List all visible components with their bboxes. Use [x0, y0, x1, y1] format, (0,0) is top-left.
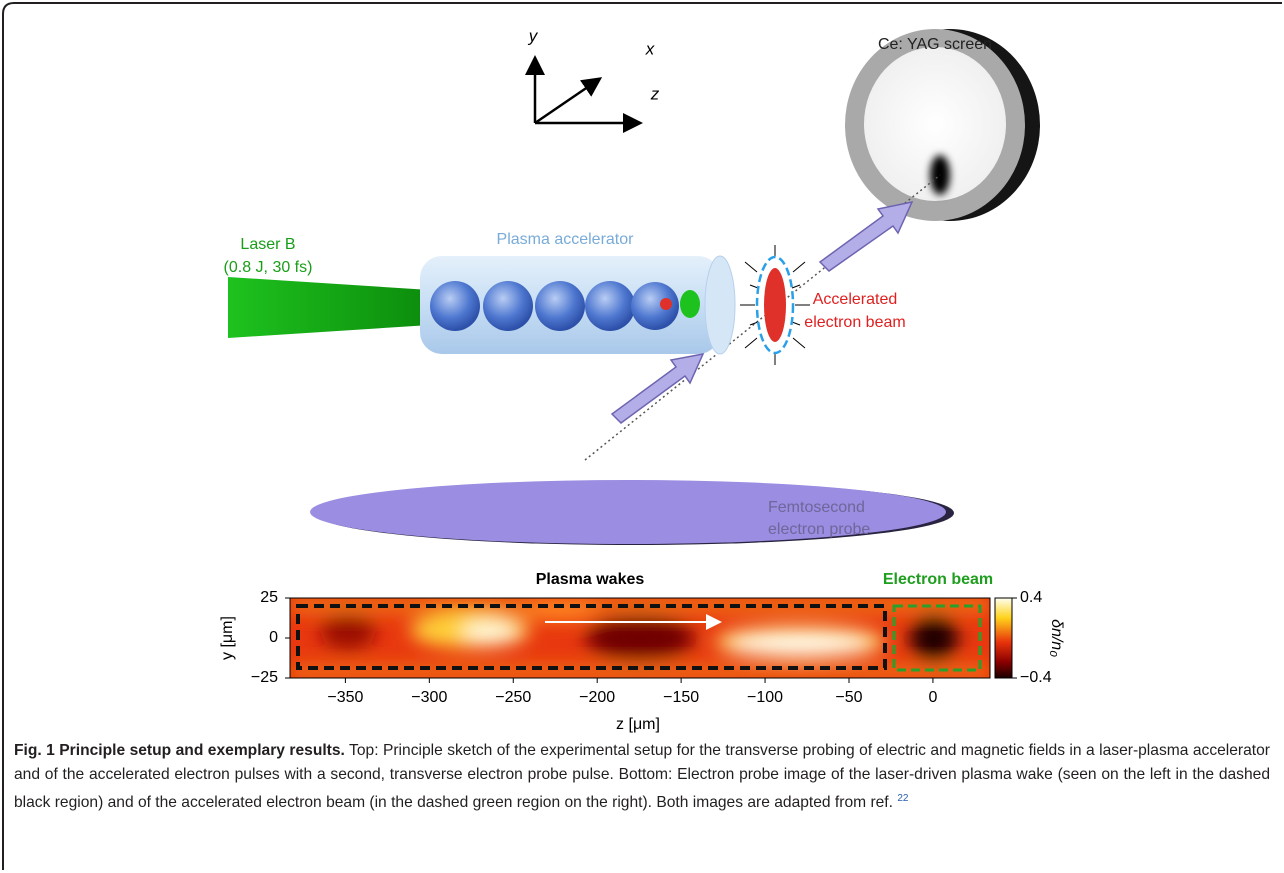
- screen-label: Ce: YAG screen: [878, 36, 992, 53]
- x-tick-label: −150: [663, 689, 699, 706]
- laser-label: Laser B: [240, 236, 295, 253]
- x-tick-label: −300: [411, 689, 447, 706]
- axis-y-label: y: [528, 26, 539, 45]
- x-tick-label: −250: [495, 689, 531, 706]
- beam-label: electron beam: [804, 314, 905, 331]
- colorbar-tick-label: 0.4: [1020, 589, 1042, 606]
- yag-screen: [845, 29, 1040, 221]
- beam-label: Accelerated: [813, 291, 898, 308]
- colorbar: [995, 598, 1012, 678]
- axis-z-label: z: [650, 84, 660, 103]
- plasma-cylinder: [420, 256, 735, 354]
- colorbar-label: δn/n₀: [1048, 619, 1065, 657]
- y-axis-label: y [μm]: [219, 616, 236, 660]
- y-tick-label: 0: [269, 629, 278, 646]
- x-tick-label: 0: [928, 689, 937, 706]
- x-tick-label: −50: [835, 689, 862, 706]
- electron-beam-fields: [740, 245, 810, 365]
- plasma-label: Plasma accelerator: [497, 231, 635, 248]
- colorbar-tick-label: −0.4: [1020, 669, 1052, 686]
- caption: Fig. 1 Principle setup and exemplary res…: [14, 739, 1270, 815]
- laser-label: (0.8 J, 30 fs): [224, 259, 313, 276]
- page: y x z Ce: YAG screen Laser B (0.8 J, 30 …: [0, 0, 1284, 873]
- x-tick-label: −350: [327, 689, 363, 706]
- caption-ref[interactable]: 22: [897, 793, 908, 804]
- laser-beam: [228, 277, 430, 338]
- probe-label: electron probe: [768, 521, 870, 538]
- beam-region-label: Electron beam: [883, 571, 993, 588]
- y-tick-label: −25: [251, 669, 278, 686]
- y-tick-label: 25: [260, 589, 278, 606]
- wakes-label: Plasma wakes: [536, 571, 645, 588]
- probe-label: Femtosecond: [768, 499, 865, 516]
- coordinate-axes: [535, 60, 638, 123]
- x-tick-label: −100: [747, 689, 783, 706]
- axis-x-label: x: [645, 39, 655, 58]
- x-axis-label: z [μm]: [616, 716, 660, 733]
- x-tick-label: −200: [579, 689, 615, 706]
- caption-title: Fig. 1 Principle setup and exemplary res…: [14, 742, 345, 759]
